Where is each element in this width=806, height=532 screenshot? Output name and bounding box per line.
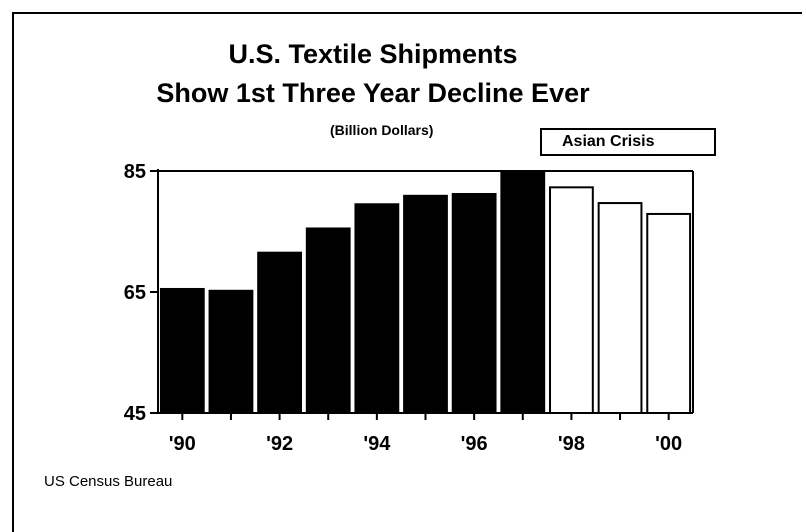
bar-1998 — [549, 186, 594, 414]
bar-1990 — [159, 287, 205, 415]
bar-1992 — [257, 251, 302, 414]
asian-crisis-callout: Asian Crisis — [540, 128, 716, 156]
chart-frame — [12, 12, 802, 532]
source-label: US Census Bureau — [44, 473, 173, 490]
bar-2000 — [646, 212, 692, 414]
y-tick-label-65: 65 — [124, 282, 146, 304]
bar-1997 — [500, 171, 546, 414]
bar-1996 — [451, 192, 497, 414]
x-tick-label-1996: '96 — [461, 433, 488, 455]
unit-label: (Billion Dollars) — [330, 122, 434, 138]
x-tick-label-1998: '98 — [558, 433, 585, 455]
x-tick-label-2000: '00 — [655, 433, 682, 455]
x-tick-label-1990: '90 — [169, 433, 196, 455]
x-tick-label-1994: '94 — [363, 433, 391, 455]
y-tick-label-85: 85 — [124, 161, 146, 183]
bar-1993 — [305, 227, 351, 414]
chart-title: U.S. Textile Shipments — [228, 39, 518, 69]
y-tick-label-45: 45 — [124, 403, 146, 425]
chart-subtitle: Show 1st Three Year Decline Ever — [156, 78, 590, 108]
bar-1991 — [208, 289, 254, 415]
bar-1999 — [597, 202, 643, 414]
bar-1994 — [354, 203, 400, 414]
bar-1995 — [403, 194, 448, 414]
x-tick-label-1992: '92 — [266, 433, 293, 455]
